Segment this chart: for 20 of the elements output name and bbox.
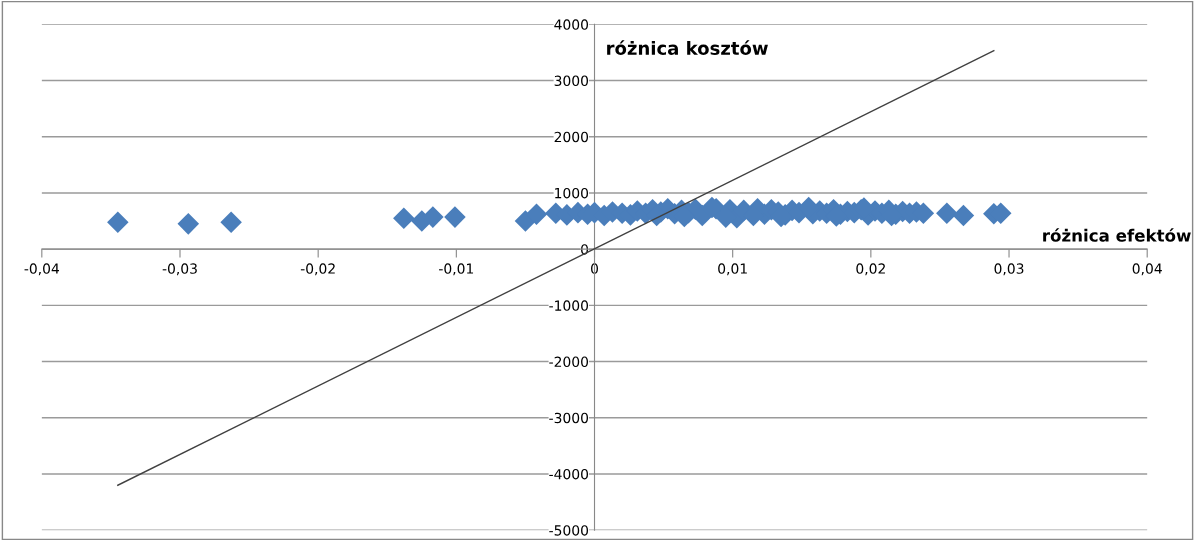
x-tick-label: 0,02	[856, 263, 885, 276]
y-axis-title: różnica kosztów	[607, 40, 768, 55]
y-tick-label: -1000	[549, 300, 589, 311]
x-tick-label: -0,03	[162, 263, 197, 276]
y-tick-label: -3000	[549, 412, 589, 424]
x-tick-label: -0,02	[300, 263, 335, 276]
y-tick-label: -5000	[549, 525, 589, 536]
y-tick-label: 1000	[555, 187, 589, 199]
y-tick-label: 3000	[554, 75, 589, 87]
y-tick-label: 0	[581, 244, 589, 255]
x-tick-label: -0,04	[24, 263, 60, 276]
x-tick-label: 0,03	[994, 263, 1024, 276]
x-axis-title: różnica efektów	[1043, 228, 1191, 242]
y-tick-label: -2000	[549, 356, 589, 368]
x-tick-label: -0,01	[439, 263, 474, 276]
x-tick-label: 0,01	[718, 263, 747, 276]
x-tick-label: 0,04	[1132, 263, 1162, 276]
y-tick-label: 4000	[554, 19, 589, 30]
y-tick-label: -4000	[549, 468, 589, 480]
y-tick-label: 2000	[554, 131, 589, 143]
